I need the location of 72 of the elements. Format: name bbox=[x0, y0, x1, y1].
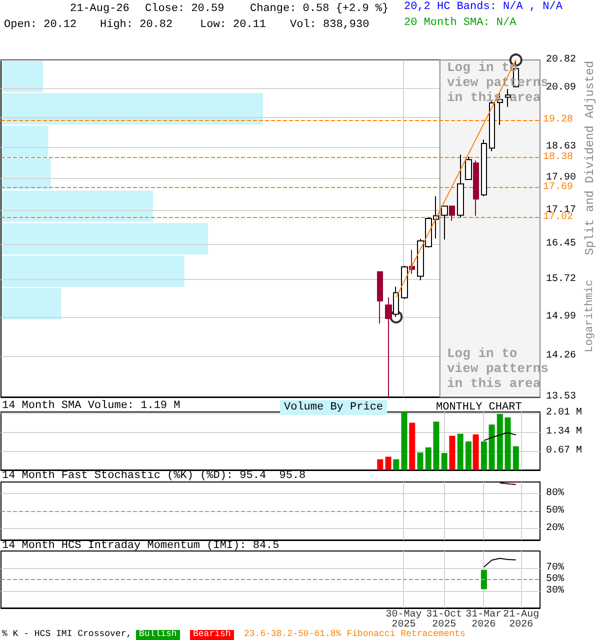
y-tick-label: 50% bbox=[546, 574, 564, 585]
y-tick-label: 18.63 bbox=[546, 141, 576, 152]
candlestick bbox=[401, 265, 408, 300]
y-tick-label: 14.99 bbox=[546, 311, 576, 322]
y-tick-label: 50% bbox=[546, 506, 564, 516]
chart-title: 14 Month SMA Volume: 1.19 M bbox=[2, 400, 180, 412]
candlestick bbox=[489, 100, 495, 152]
y-tick-label: 20.09 bbox=[546, 82, 576, 94]
text: 20 Month SMA: N/A bbox=[404, 17, 516, 30]
y-tick-label: 80% bbox=[546, 488, 564, 500]
ref-line-label: 18.38 bbox=[543, 152, 574, 163]
x-tick-label: 31-Oct 2025 bbox=[426, 610, 462, 630]
text: Low: 20.11 bbox=[200, 19, 266, 32]
y-tick-label: 70% bbox=[546, 562, 564, 574]
y-tick-label: 14.26 bbox=[546, 350, 576, 362]
ref-line-label: 17.02 bbox=[543, 212, 574, 224]
y-tick-label: 20% bbox=[546, 522, 564, 534]
y-tick-label: 16.45 bbox=[546, 238, 576, 250]
y-tick-label: 1.34 M bbox=[546, 426, 582, 438]
bar bbox=[472, 434, 479, 470]
text: % K - HCS IMI Crossover, bbox=[2, 629, 132, 640]
chart-title: 14 Month Fast Stochastic (%K) (%D): 95.4 95.8 bbox=[2, 470, 306, 482]
candlestick bbox=[473, 160, 479, 216]
x-tick-label: 31-Mar 2026 bbox=[466, 610, 502, 630]
text: 20,2 HC Bands: N/A , N/A bbox=[404, 1, 562, 14]
text: Logarithmic bbox=[584, 280, 596, 352]
chart-title: 14 Month HCS Intraday Momentum (IMI): 84.5 bbox=[2, 540, 280, 552]
y-tick-label: 20.82 bbox=[546, 54, 576, 66]
line-series bbox=[483, 558, 516, 568]
bar bbox=[377, 459, 384, 470]
text: Vol: 838,930 bbox=[290, 19, 370, 32]
candlestick bbox=[377, 271, 383, 324]
bar bbox=[385, 456, 392, 470]
y-axis-title: Split and Dividend Adjusted bbox=[583, 60, 597, 256]
x-tick-label: 21-Aug 2026 bbox=[503, 610, 540, 630]
text: Open: 20.12 bbox=[4, 19, 77, 32]
candlestick bbox=[481, 139, 487, 197]
bar bbox=[496, 414, 503, 470]
text: Change: 0.58 {+2.9 %} bbox=[250, 3, 389, 16]
annotation: Volume By Price bbox=[284, 402, 384, 414]
line-series bbox=[483, 432, 516, 442]
bar bbox=[449, 436, 456, 470]
x-tick-label: 30-May 2025 bbox=[386, 610, 422, 630]
y-tick-label: 13.53 bbox=[546, 392, 576, 402]
bar bbox=[409, 422, 416, 470]
bar bbox=[417, 452, 424, 470]
text: High: 20.82 bbox=[100, 19, 173, 32]
text: Bullish bbox=[136, 629, 180, 640]
text: Bearish bbox=[190, 629, 234, 640]
y-tick-label: 15.72 bbox=[546, 274, 576, 286]
text: Close: 20.59 bbox=[145, 3, 224, 16]
bar bbox=[393, 459, 400, 470]
bar bbox=[488, 424, 495, 470]
y-tick-label: 30% bbox=[546, 585, 564, 596]
candlestick bbox=[457, 154, 464, 218]
candlestick bbox=[465, 156, 472, 180]
text: 23.6-38.2-50-61.8% Fibonacci Retracements bbox=[244, 629, 466, 640]
candlestick bbox=[449, 206, 455, 222]
bar bbox=[441, 453, 448, 470]
text: 21-Aug-26 bbox=[70, 3, 130, 16]
y-tick-label: 2.01 M bbox=[546, 408, 582, 419]
candlestick bbox=[385, 296, 392, 398]
ref-line-label: 17.69 bbox=[543, 182, 574, 193]
y-tick-label: 0.67 M bbox=[546, 446, 582, 457]
bar bbox=[465, 441, 472, 470]
annotation: MONTHLY CHART bbox=[436, 402, 522, 414]
bar bbox=[512, 446, 519, 470]
bar bbox=[480, 441, 487, 470]
bar bbox=[504, 417, 511, 470]
bar bbox=[401, 412, 408, 470]
bar bbox=[457, 434, 464, 470]
ref-line-label: 19.28 bbox=[543, 114, 574, 126]
